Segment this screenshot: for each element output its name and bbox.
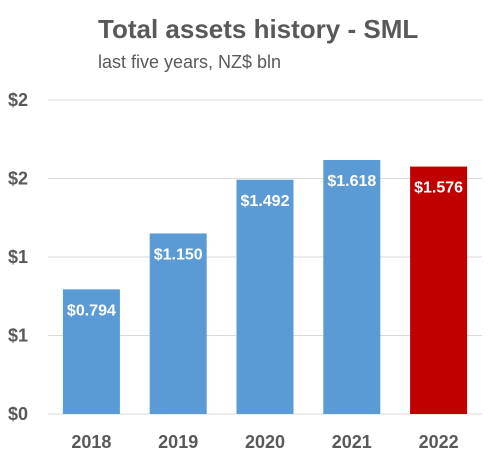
y-tick-label: $1 xyxy=(8,326,28,346)
bar xyxy=(149,233,207,414)
chart-title: Total assets history - SML xyxy=(98,14,419,44)
bar xyxy=(62,289,120,414)
bar xyxy=(323,159,381,414)
x-tick-label: 2021 xyxy=(332,432,372,452)
data-label: $0.794 xyxy=(67,302,116,319)
x-tick-label: 2020 xyxy=(245,432,285,452)
y-tick-label: $2 xyxy=(8,169,28,189)
y-tick-label: $1 xyxy=(8,247,28,267)
y-tick-label: $0 xyxy=(8,404,28,424)
y-tick-label: $2 xyxy=(8,90,28,110)
data-label: $1.618 xyxy=(327,173,376,190)
bar xyxy=(236,179,294,414)
chart-subtitle: last five years, NZ$ bln xyxy=(98,52,282,72)
x-tick-label: 2019 xyxy=(158,432,198,452)
x-tick-label: 2018 xyxy=(71,432,111,452)
data-label: $1.492 xyxy=(241,193,290,210)
data-label: $1.576 xyxy=(414,180,463,197)
bar xyxy=(410,166,468,414)
x-tick-label: 2022 xyxy=(419,432,459,452)
data-label: $1.150 xyxy=(154,246,203,263)
